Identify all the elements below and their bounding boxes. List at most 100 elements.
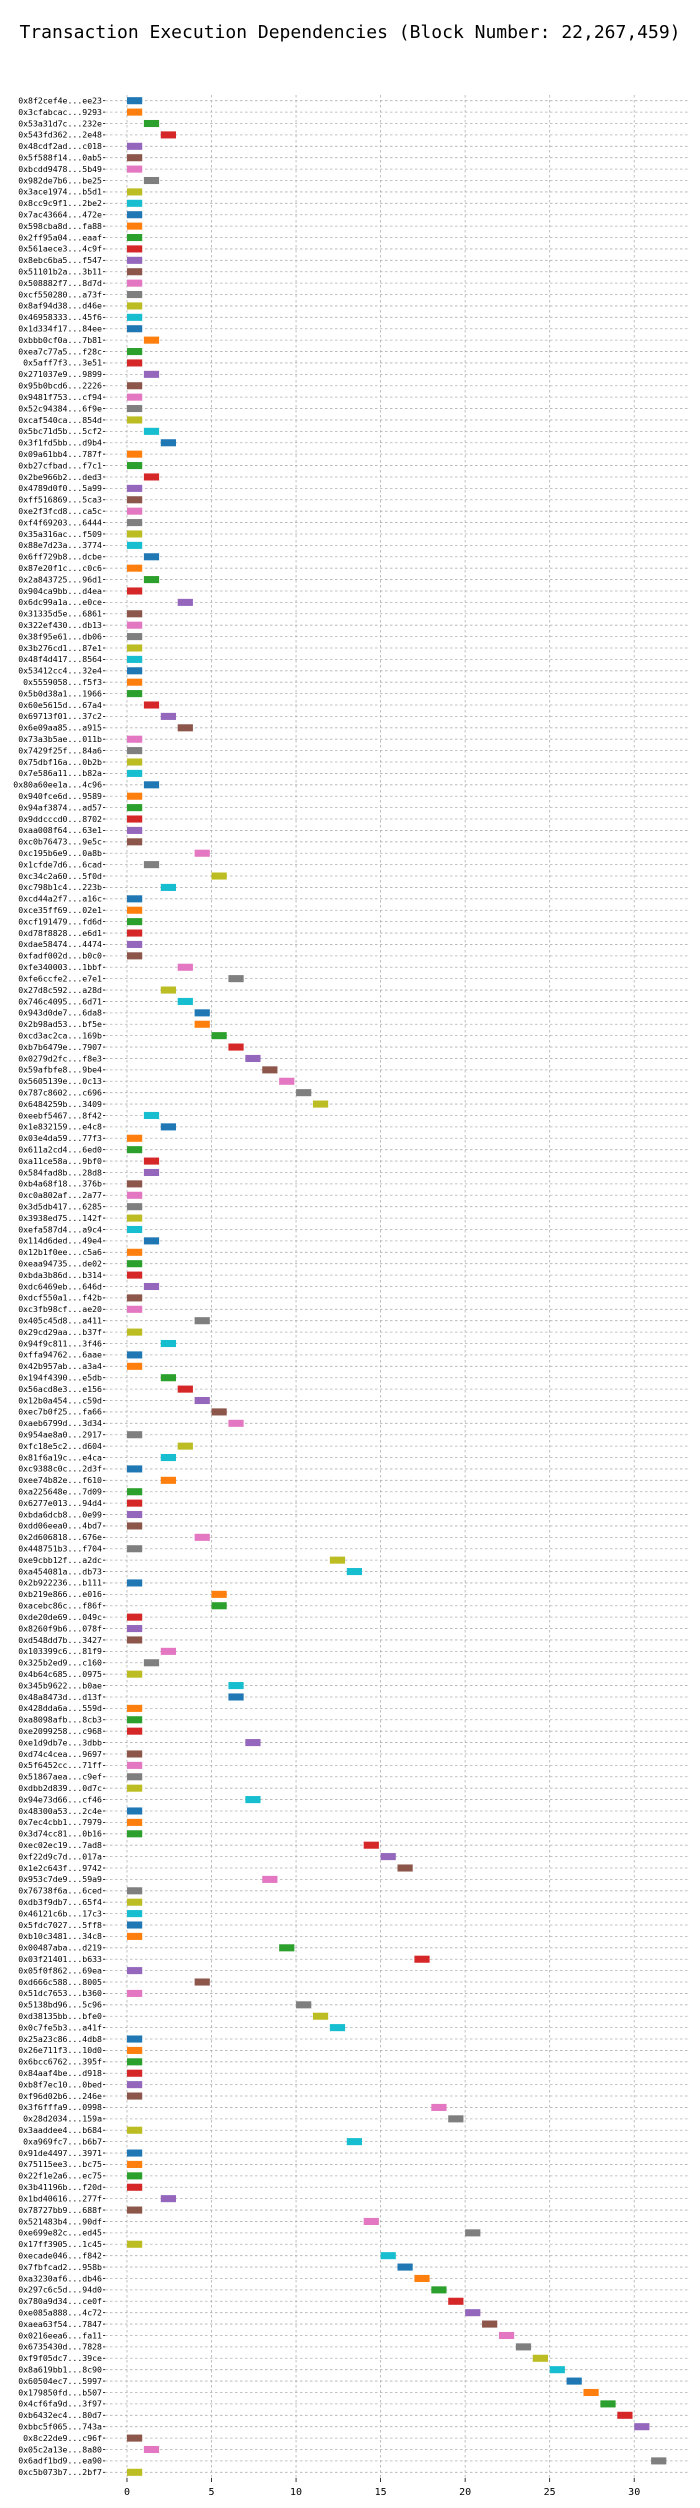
bar [211,1032,227,1040]
y-tick-label: 0x940fce6d...9589 [18,791,102,801]
bar [312,2012,329,2020]
bar [143,861,160,869]
bar [515,2343,532,2351]
y-tick-label: 0x12b1f0ee...c5a6 [18,1247,102,1257]
bar [296,1089,312,1097]
bar [126,1716,143,1724]
y-tick-label: 0xaea63f54...7847 [18,2319,102,2329]
y-tick-label: 0xe1d9db7e...3dbb [18,1737,102,1747]
y-tick-label: 0x51867aea...c9ef [18,1772,102,1782]
bar [126,519,143,527]
bar [126,1545,143,1553]
bar [126,1271,143,1279]
y-tick-label: 0xfadf002d...b0c0 [18,951,102,961]
y-tick-label: 0x746c4095...6d71 [18,996,102,1006]
y-tick-label: 0x94f9c811...3f46 [18,1338,102,1348]
y-tick-label: 0x94af3874...ad57 [18,802,102,812]
bar [126,1511,143,1519]
y-tick-label: 0xe2099258...c968 [18,1726,102,1736]
bar [126,952,143,960]
y-tick-label: 0x60e5615d...67a4 [18,700,102,710]
bar [397,1864,413,1872]
bar [126,758,143,766]
y-tick-label: 0x8c22de9...c96f [23,2433,102,2443]
y-tick-label: 0x954ae8a0...2917 [18,1430,102,1440]
bar [126,564,143,572]
bar [126,769,143,777]
y-tick-label: 0x59afbfe8...9be4 [18,1065,102,1075]
y-tick-label: 0xdb3f9db7...65f4 [18,1897,102,1907]
y-tick-label: 0x2d606818...676e [18,1532,102,1542]
y-tick-label: 0x7e586a11...b82a [18,768,102,778]
bar [126,313,143,321]
y-tick-label: 0x787c8602...c696 [18,1087,102,1097]
bar [465,2229,481,2237]
y-tick-label: 0x6484259b...3409 [18,1099,102,1109]
bar [143,176,160,185]
y-tick-label: 0xc0a802af...2a77 [18,1190,102,1200]
y-tick-label: 0xb7b6479e...7907 [18,1042,102,1052]
y-tick-label: 0x1d334f17...84ee [18,324,102,334]
y-tick-label: 0x6dc99a1a...e0ce [18,597,102,607]
y-tick-label: 0x51dc7653...b360 [18,1988,102,1998]
y-tick-label: 0x8260f9b6...078f [18,1623,102,1633]
y-tick-label: 0xc5b073b7...2bf7 [18,2467,102,2477]
y-tick-label: 0x91de4497...3971 [18,2148,102,2158]
bar [431,2103,447,2111]
bar [126,1910,143,1918]
bar [566,2377,582,2385]
y-tick-label: 0x5f588f14...0ab5 [18,153,102,163]
bar [126,815,143,823]
y-tick-label: 0x12b0a454...c59d [18,1395,102,1405]
y-tick-label: 0x31335d5e...6861 [18,609,102,619]
bar [126,1773,143,1781]
bar [126,2206,143,2214]
bar [126,245,143,253]
bar [126,256,143,264]
bar [126,405,143,413]
bar [177,724,193,732]
bar [262,1066,278,1074]
x-tick-label: 25 [544,2487,556,2498]
y-tick-label: 0x543fd362...2e48 [18,130,102,140]
y-tick-label: 0x81f6a19c...e4ca [18,1452,102,1462]
y-tick-label: 0x42b957ab...a3a4 [18,1361,102,1371]
bar [177,1442,193,1450]
bar [126,199,143,207]
bar [126,895,143,903]
bar [126,1898,143,1906]
bar [126,667,143,675]
x-tick-label: 15 [375,2487,387,2498]
y-tick-label: 0x84aaf4be...d918 [18,2068,102,2078]
bar [126,1225,143,1234]
bar [126,1818,143,1826]
y-tick-label: 0x345b9622...b0ae [18,1680,102,1690]
y-tick-label: 0x46121c6b...17c3 [18,1908,102,1918]
y-tick-label: 0x2b98ad53...bf5e [18,1019,102,1029]
y-tick-label: 0x94e73d66...cf46 [18,1794,102,1804]
bar [143,1237,160,1245]
y-tick-label: 0x2be966b2...ded3 [18,472,102,482]
bar [143,473,160,481]
bar [126,325,143,333]
y-tick-label: 0x6735430d...7828 [18,2342,102,2352]
bar [211,1590,227,1598]
bar [126,496,143,504]
bar [126,747,143,755]
bar [126,1260,143,1268]
y-tick-label: 0x52c94384...6f9e [18,403,102,413]
y-tick-label: 0x7ac43664...472e [18,210,102,220]
y-tick-label: 0x6277e013...94d4 [18,1498,102,1508]
bar [245,1054,261,1062]
y-tick-label: 0x6e09aa85...a915 [18,723,102,733]
bar [160,1374,177,1382]
bar [160,1453,177,1462]
bar [126,2149,143,2157]
bar [126,929,143,937]
y-tick-label: 0xff516869...5ca3 [18,495,102,505]
bar [634,2423,650,2431]
y-tick-label: 0x88e7d23a...3774 [18,540,102,550]
y-tick-label: 0x1bd40616...277f [18,2193,102,2203]
bar [532,2354,548,2362]
bar [126,826,143,834]
